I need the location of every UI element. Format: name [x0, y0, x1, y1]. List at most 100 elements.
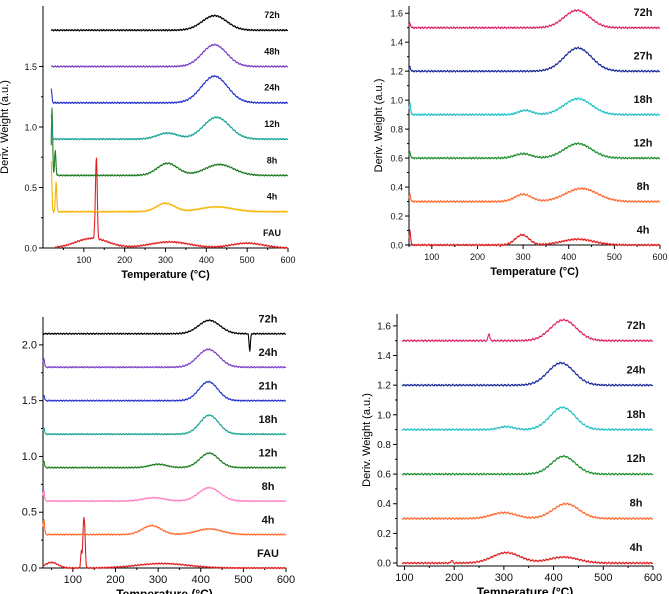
series-label-72h: 72h — [634, 7, 653, 19]
y-tick-label: 0.0 — [377, 559, 391, 570]
series-label-4h: 4h — [267, 192, 278, 202]
series-label-12h: 12h — [627, 453, 646, 465]
series-label-72h: 72h — [264, 10, 280, 20]
x-tick-label: 200 — [445, 572, 463, 584]
x-tick-label: 300 — [495, 572, 513, 584]
y-tick-label: 1.0 — [377, 410, 391, 421]
series-line-72h — [401, 318, 654, 343]
series-label-4h: 4h — [262, 514, 275, 526]
y-tick-label: 0.5 — [24, 183, 37, 193]
series-label-8h: 8h — [262, 481, 275, 493]
series-label-18h: 18h — [259, 414, 278, 426]
chart-top-right: 0.0 0.2 0.4 0.6 0.8 1.0 1.2 1.4 1.6 100 200 300 400 5… — [360, 0, 669, 285]
y-tick-label: 2.0 — [22, 339, 37, 351]
y-tick-label: 0.4 — [390, 183, 403, 193]
x-tick-label: 300 — [158, 255, 173, 265]
x-tick-label: 200 — [117, 255, 132, 265]
y-tick-label: 0.8 — [390, 125, 403, 135]
series-line-4h — [50, 161, 289, 214]
x-tick-label: 400 — [192, 574, 210, 586]
y-tick-label: 1.4 — [377, 351, 391, 362]
chart-svg: 0.0 0.5 1.0 1.5 2.0 100 200 300 400 500 600 Tempera… — [22, 314, 295, 594]
series-label-fau: FAU — [263, 228, 281, 238]
chart-top-left: 0.0 0.5 1.0 1.5 100 200 300 400 500 600 Temperatur… — [0, 0, 300, 285]
x-tick-label: 600 — [652, 252, 667, 262]
x-axis-label: Temperature (°C) — [477, 585, 574, 594]
series-label-4h: 4h — [630, 542, 643, 554]
x-tick-label: 100 — [76, 255, 91, 265]
series-line-fau — [42, 516, 287, 570]
series-line-4h — [42, 518, 287, 536]
y-axis-label: Deriv. Weight (a.u.) — [0, 80, 11, 174]
series-line-12h — [401, 454, 654, 476]
series-label-18h: 18h — [634, 94, 653, 106]
series-label-12h: 12h — [634, 138, 653, 150]
chart-svg: 0.0 0.5 1.0 1.5 100 200 300 400 500 600 Temperatur… — [0, 6, 296, 281]
y-tick-label: 1.0 — [24, 123, 37, 133]
series-label-27h: 27h — [634, 51, 653, 63]
x-tick-label: 100 — [424, 252, 439, 262]
y-tick-label: 0.5 — [22, 507, 37, 519]
series-label-12h: 12h — [259, 447, 278, 459]
series-line-24h — [50, 74, 289, 105]
x-axis-label: Temperature (°C) — [121, 269, 210, 281]
y-tick-label: 0.6 — [377, 470, 391, 481]
x-tick-label: 300 — [149, 574, 167, 586]
series-line-8h — [408, 187, 661, 204]
series-label-fau: FAU — [257, 548, 279, 560]
x-tick-label: 400 — [199, 255, 214, 265]
series-line-27h — [408, 46, 661, 73]
x-tick-label: 500 — [234, 574, 252, 586]
series-label-8h: 8h — [630, 498, 643, 510]
series-label-21h: 21h — [259, 381, 278, 393]
series-line-18h — [408, 97, 661, 117]
series-line-24h — [401, 361, 654, 387]
series-label-24h: 24h — [627, 364, 646, 376]
x-tick-label: 600 — [644, 572, 662, 584]
y-tick-label: 0.4 — [377, 499, 391, 510]
series-line-8h — [50, 107, 289, 177]
series-line-4h — [408, 229, 661, 247]
y-tick-label: 1.2 — [390, 67, 403, 77]
y-tick-label: 0.6 — [390, 154, 403, 164]
x-tick-label: 500 — [607, 252, 622, 262]
y-tick-label: 1.0 — [22, 451, 37, 463]
y-tick-label: 0.8 — [377, 440, 391, 451]
series-line-fau — [54, 157, 289, 249]
series-label-72h: 72h — [627, 320, 646, 332]
series-line-12h — [42, 451, 287, 469]
y-tick-label: 1.5 — [22, 395, 37, 407]
y-tick-label: 1.6 — [390, 9, 403, 19]
x-axis-label: Temperature (°C) — [490, 266, 579, 278]
series-label-4h: 4h — [637, 224, 650, 236]
y-tick-label: 1.2 — [377, 381, 391, 392]
y-axis-label: Deriv. Weight (a.u.) — [373, 79, 385, 173]
series-line-21h — [42, 380, 287, 402]
series-line-4h — [401, 551, 654, 565]
series-line-72h — [408, 8, 661, 30]
x-tick-label: 400 — [544, 572, 562, 584]
series-line-72h — [51, 14, 289, 32]
x-tick-label: 100 — [395, 572, 413, 584]
x-tick-label: 100 — [64, 574, 82, 586]
series-line-18h — [401, 406, 654, 432]
series-line-24h — [42, 348, 287, 369]
x-tick-label: 300 — [516, 252, 531, 262]
series-line-18h — [42, 413, 287, 436]
y-axis-label: Deriv. Weight (a.u.) — [361, 393, 373, 487]
series-label-12h: 12h — [264, 119, 280, 129]
y-tick-label: 1.4 — [390, 38, 403, 48]
x-tick-label: 600 — [280, 255, 295, 265]
chart-bottom-left: 0.0 0.5 1.0 1.5 2.0 100 200 300 400 500 600 Tempera… — [0, 305, 300, 594]
x-tick-label: 200 — [106, 574, 124, 586]
series-label-24h: 24h — [264, 83, 280, 93]
y-tick-label: 0.0 — [390, 241, 403, 251]
series-label-24h: 24h — [259, 347, 278, 359]
series-line-48h — [51, 43, 289, 68]
chart-svg: 0.0 0.2 0.4 0.6 0.8 1.0 1.2 1.4 1.6 100 200 300 400 5… — [361, 314, 662, 594]
y-tick-label: 1.6 — [377, 321, 391, 332]
x-tick-label: 200 — [470, 252, 485, 262]
x-tick-label: 500 — [240, 255, 255, 265]
x-tick-label: 500 — [594, 572, 612, 584]
y-tick-label: 0.0 — [22, 563, 37, 575]
